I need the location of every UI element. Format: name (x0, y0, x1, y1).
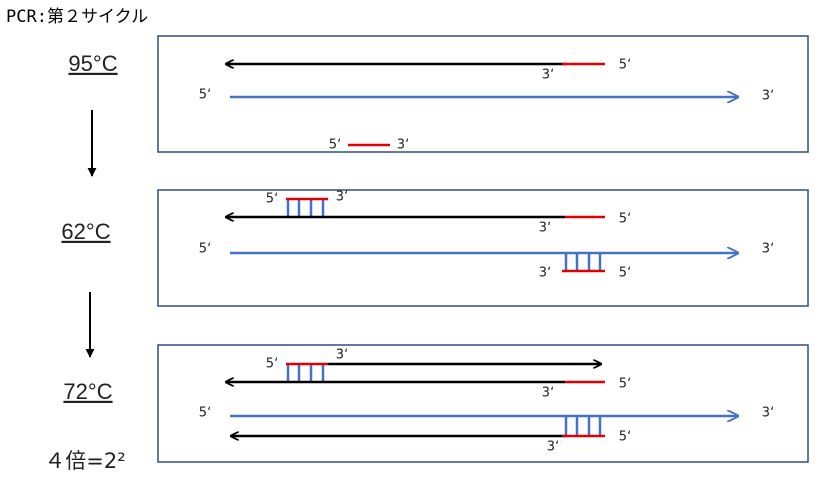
panel (157, 189, 809, 307)
label: 3‘ (539, 221, 551, 236)
label: 3‘ (542, 68, 554, 83)
label: 5‘ (199, 242, 211, 257)
temp: 95°C (68, 51, 117, 76)
label: 5‘ (619, 377, 631, 392)
label: 5‘ (619, 266, 631, 281)
panel (157, 35, 809, 153)
label: 3‘ (542, 386, 554, 401)
label: 5‘ (199, 88, 211, 103)
label: 3‘ (762, 89, 774, 104)
label: 5‘ (266, 192, 278, 207)
label: 3‘ (547, 440, 559, 455)
label: 3‘ (762, 406, 774, 421)
label: 3‘ (336, 348, 348, 363)
bonds (286, 364, 325, 382)
label: 5‘ (619, 58, 631, 73)
label: 5‘ (329, 138, 341, 153)
panel (157, 344, 809, 463)
label: 5‘ (266, 357, 278, 372)
label: 3‘ (336, 190, 348, 205)
label: 5‘ (199, 406, 211, 421)
title: PCR:第２サイクル (6, 7, 148, 27)
label: 3‘ (539, 266, 551, 281)
temp: 62°C (61, 219, 110, 244)
bonds (564, 416, 602, 436)
label: 3‘ (762, 242, 774, 257)
bonds (286, 199, 325, 217)
label: 3‘ (397, 138, 409, 153)
bonds (564, 253, 602, 271)
result: ４倍=2² (44, 449, 125, 473)
temp: 72°C (63, 379, 112, 404)
label: 5‘ (619, 430, 631, 445)
label: 5‘ (619, 212, 631, 227)
